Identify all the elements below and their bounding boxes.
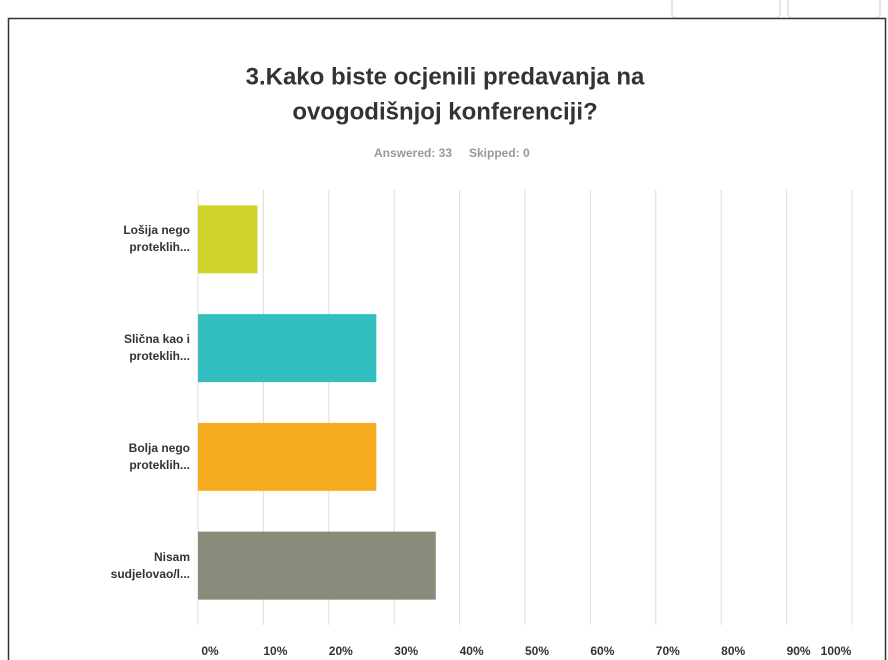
answered: Answered: 33 bbox=[374, 146, 452, 160]
bar bbox=[198, 422, 377, 491]
x-tick-label: 70% bbox=[656, 644, 680, 658]
button[interactable] bbox=[671, 0, 781, 19]
x-tick-label: 60% bbox=[590, 644, 614, 658]
y-tick-label: Lošija nego proteklih... bbox=[123, 223, 190, 255]
x-tick-label: 90% bbox=[787, 644, 811, 658]
skipped: Skipped: 0 bbox=[469, 146, 530, 160]
x-tick-label: 30% bbox=[394, 644, 418, 658]
chart-title: 3.Kako biste ocjenili predavanja na bbox=[246, 63, 645, 90]
x-tick-label: 40% bbox=[460, 644, 484, 658]
frame bbox=[7, 17, 887, 660]
button[interactable] bbox=[787, 0, 881, 19]
x-tick-label: 80% bbox=[721, 644, 745, 658]
y-tick-label: Bolja nego proteklih... bbox=[128, 440, 190, 472]
x-tick-label: 20% bbox=[329, 644, 353, 658]
x-tick-label: 0% bbox=[201, 644, 219, 658]
x-tick-label: 50% bbox=[525, 644, 549, 658]
y-tick-label: Nisam sudjelovao/l... bbox=[110, 549, 190, 581]
y-tick-label: Slična kao i proteklih... bbox=[123, 332, 190, 364]
bar bbox=[198, 531, 436, 600]
x-tick-label: 100% bbox=[821, 644, 852, 658]
chart-title: ovogodišnjoj konferenciji? bbox=[292, 98, 597, 125]
x-tick-label: 10% bbox=[263, 644, 287, 658]
bar bbox=[198, 314, 377, 383]
bar bbox=[198, 205, 258, 274]
